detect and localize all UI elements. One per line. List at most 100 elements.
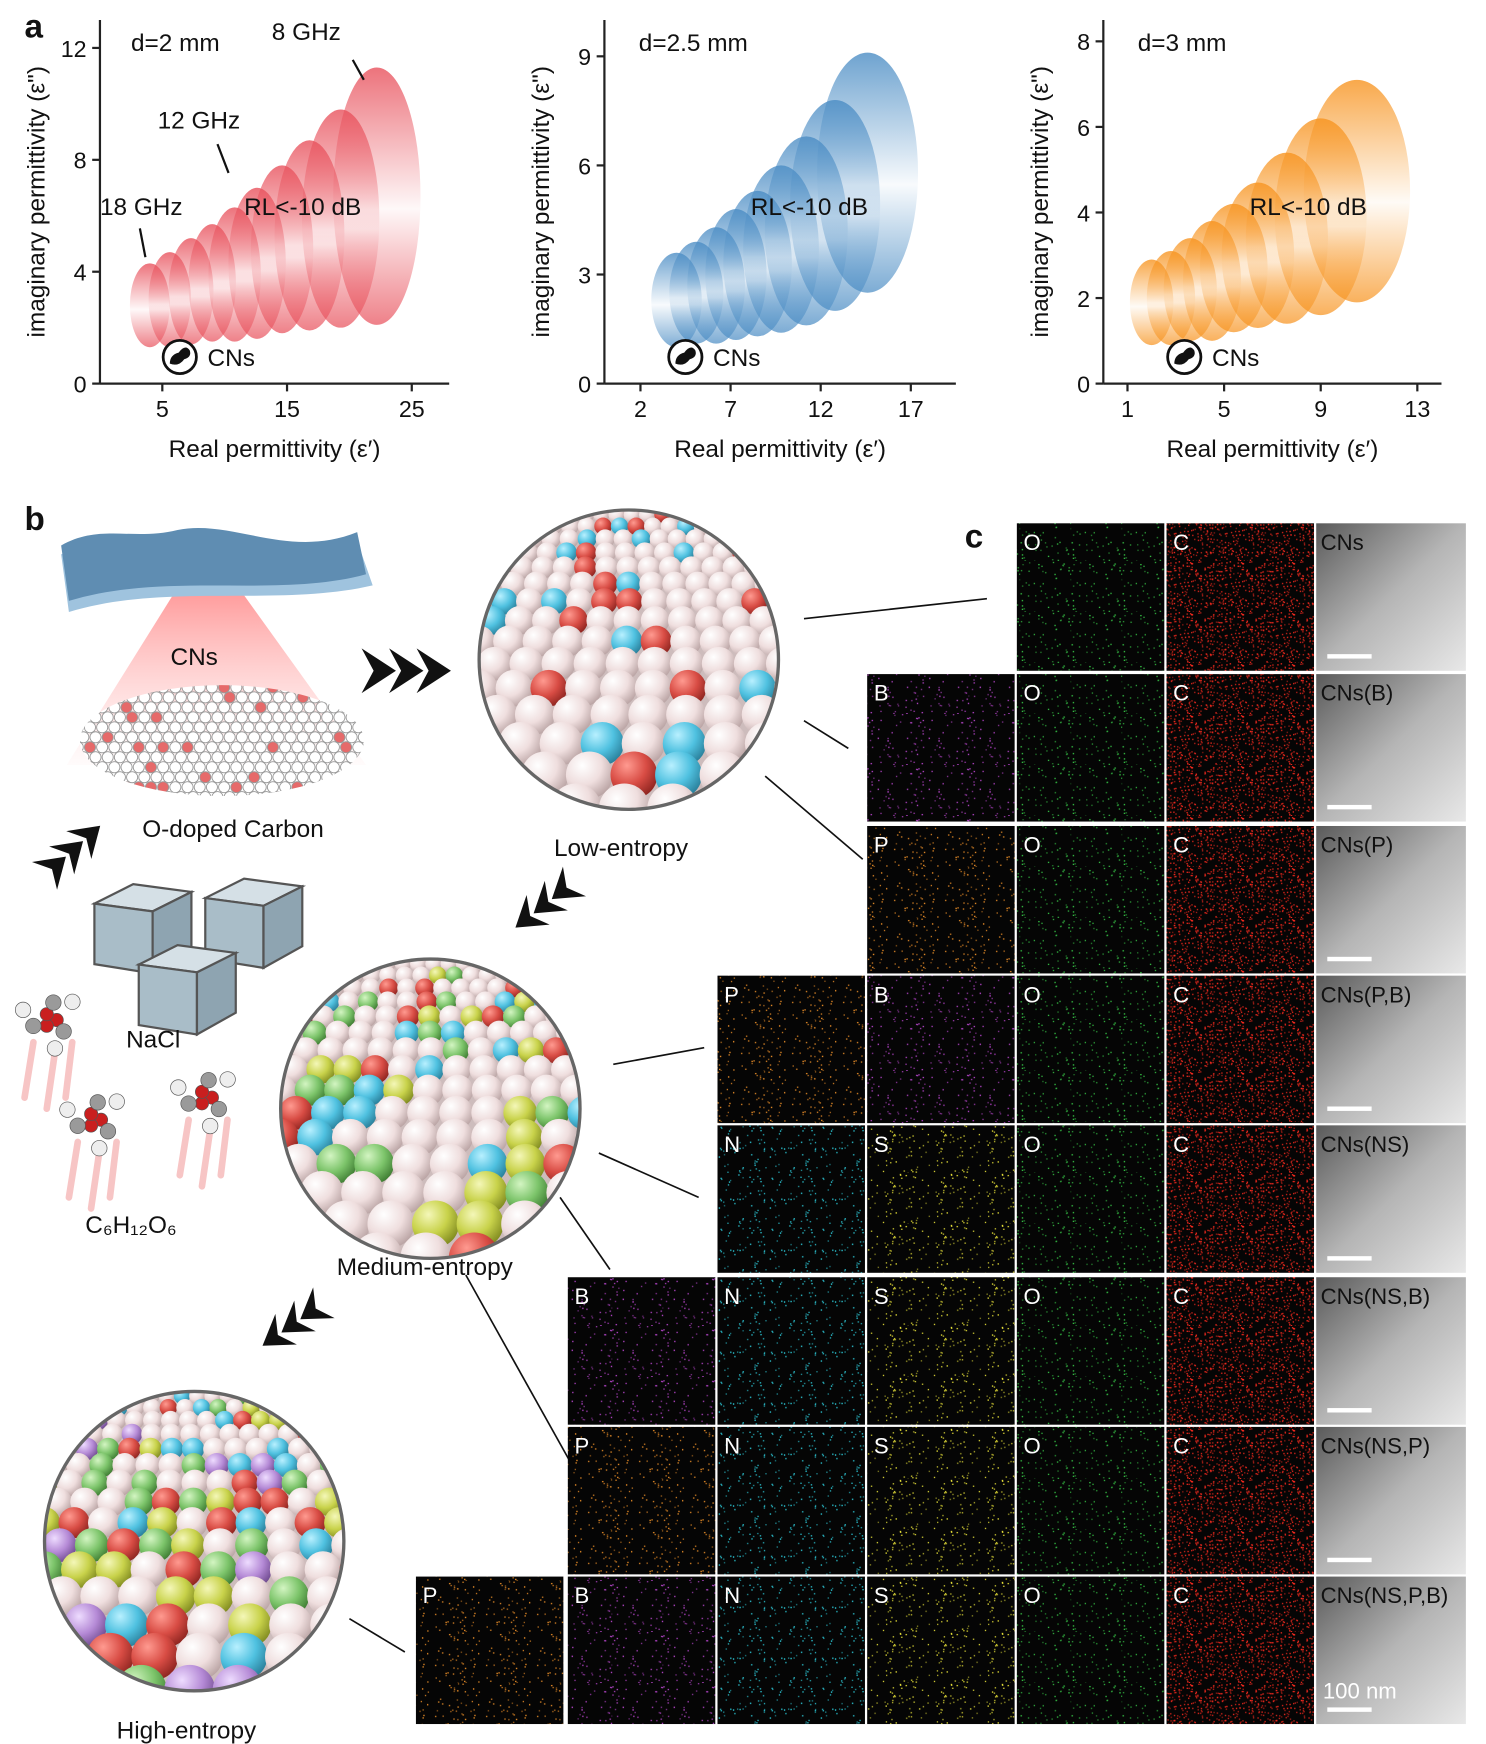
lattice-atom xyxy=(101,711,114,724)
lattice-atom xyxy=(242,685,255,694)
lattice-atom xyxy=(79,781,84,794)
atom xyxy=(494,517,513,535)
lattice-atom xyxy=(340,761,353,774)
lattice-atom xyxy=(333,731,346,744)
atom xyxy=(235,1391,251,1393)
lattice-atom xyxy=(89,771,102,784)
lattice-atom xyxy=(132,721,145,734)
eds-map xyxy=(1016,1125,1165,1273)
atom xyxy=(479,510,494,512)
lattice-atom xyxy=(162,731,175,744)
lattice-atom xyxy=(187,731,200,744)
frequency-label: 12 GHz xyxy=(158,108,241,135)
atom xyxy=(220,1391,237,1393)
lattice-atom xyxy=(193,721,206,734)
atom xyxy=(341,1391,344,1405)
thickness-label: d=2.5 mm xyxy=(639,30,748,57)
element-label: S xyxy=(874,1583,889,1608)
lattice-atom xyxy=(370,732,381,743)
atom xyxy=(234,1200,281,1247)
atom xyxy=(479,510,488,523)
lattice-atom xyxy=(96,685,109,694)
lattice-atom xyxy=(242,781,255,794)
atom xyxy=(578,1055,581,1084)
lattice-atom xyxy=(211,711,224,724)
atom xyxy=(528,966,546,985)
region-label: RL<-10 dB xyxy=(1250,194,1367,221)
mol-atom xyxy=(69,1117,86,1134)
lattice-atom xyxy=(333,791,346,797)
y-axis-label: imaginary permittivity (ε") xyxy=(24,66,51,337)
atom xyxy=(640,510,657,512)
lattice-atom xyxy=(169,781,182,794)
element-label: S xyxy=(874,1132,889,1157)
element-label: O xyxy=(1024,530,1041,555)
atom xyxy=(44,1453,45,1478)
eds-map xyxy=(1016,1426,1165,1575)
lattice-atom xyxy=(230,761,243,774)
atom xyxy=(280,991,281,1012)
lattice-atom xyxy=(205,685,218,694)
lattice-atom xyxy=(101,751,114,764)
scale-bar xyxy=(1327,1256,1372,1261)
lattice-atom xyxy=(279,701,292,714)
y-tick-label: 9 xyxy=(578,44,591,70)
lattice-atom xyxy=(101,771,114,784)
atom xyxy=(501,510,518,523)
lattice-atom xyxy=(260,771,273,784)
element-label: B xyxy=(874,681,889,706)
lattice-atom xyxy=(79,721,84,734)
lattice-atom xyxy=(205,701,218,714)
chevron xyxy=(515,895,550,928)
atom xyxy=(493,510,509,512)
atom xyxy=(117,1391,133,1393)
atom xyxy=(250,1391,266,1393)
sphere-outline xyxy=(42,1389,346,1693)
lattice-atom xyxy=(79,791,90,797)
x-tick-label: 2 xyxy=(634,396,647,422)
atom xyxy=(308,1398,327,1417)
lattice-atom xyxy=(169,761,182,774)
eds-map xyxy=(1166,1277,1314,1425)
element-label: B xyxy=(874,982,889,1007)
atom xyxy=(44,1398,62,1417)
lattice-atom xyxy=(211,731,224,744)
lattice-atom xyxy=(321,751,334,764)
mol-atom xyxy=(89,1094,106,1111)
element-label: O xyxy=(1024,1284,1041,1309)
element-label: C xyxy=(1173,1132,1189,1157)
atom xyxy=(294,1391,310,1393)
mol-atom xyxy=(59,1101,76,1118)
atom xyxy=(699,510,716,512)
eds-map xyxy=(1166,1576,1314,1725)
atom xyxy=(292,1398,310,1417)
eds-map xyxy=(867,1426,1015,1575)
atom xyxy=(338,959,355,961)
atom xyxy=(265,1391,282,1405)
atom xyxy=(511,966,530,985)
lattice-atom xyxy=(266,721,279,734)
atom xyxy=(330,1437,344,1461)
y-tick-label: 2 xyxy=(1077,286,1090,312)
tem-image xyxy=(1316,674,1466,822)
atom xyxy=(578,966,581,985)
lattice-atom xyxy=(266,701,279,714)
element-label: O xyxy=(1024,1132,1041,1157)
element-label: O xyxy=(1024,982,1041,1007)
lattice-atom xyxy=(321,731,334,744)
atom xyxy=(486,510,503,523)
x-tick-label: 17 xyxy=(898,396,924,422)
atom xyxy=(76,1398,95,1417)
atom xyxy=(760,517,778,535)
lattice-atom xyxy=(357,791,364,797)
atom xyxy=(455,572,479,596)
lattice-atom xyxy=(279,761,292,774)
lattice-atom xyxy=(260,791,273,797)
lattice-atom xyxy=(357,691,364,704)
atom xyxy=(383,959,399,961)
atom xyxy=(280,1391,297,1405)
lattice-atom xyxy=(370,792,381,803)
atom xyxy=(287,959,304,972)
